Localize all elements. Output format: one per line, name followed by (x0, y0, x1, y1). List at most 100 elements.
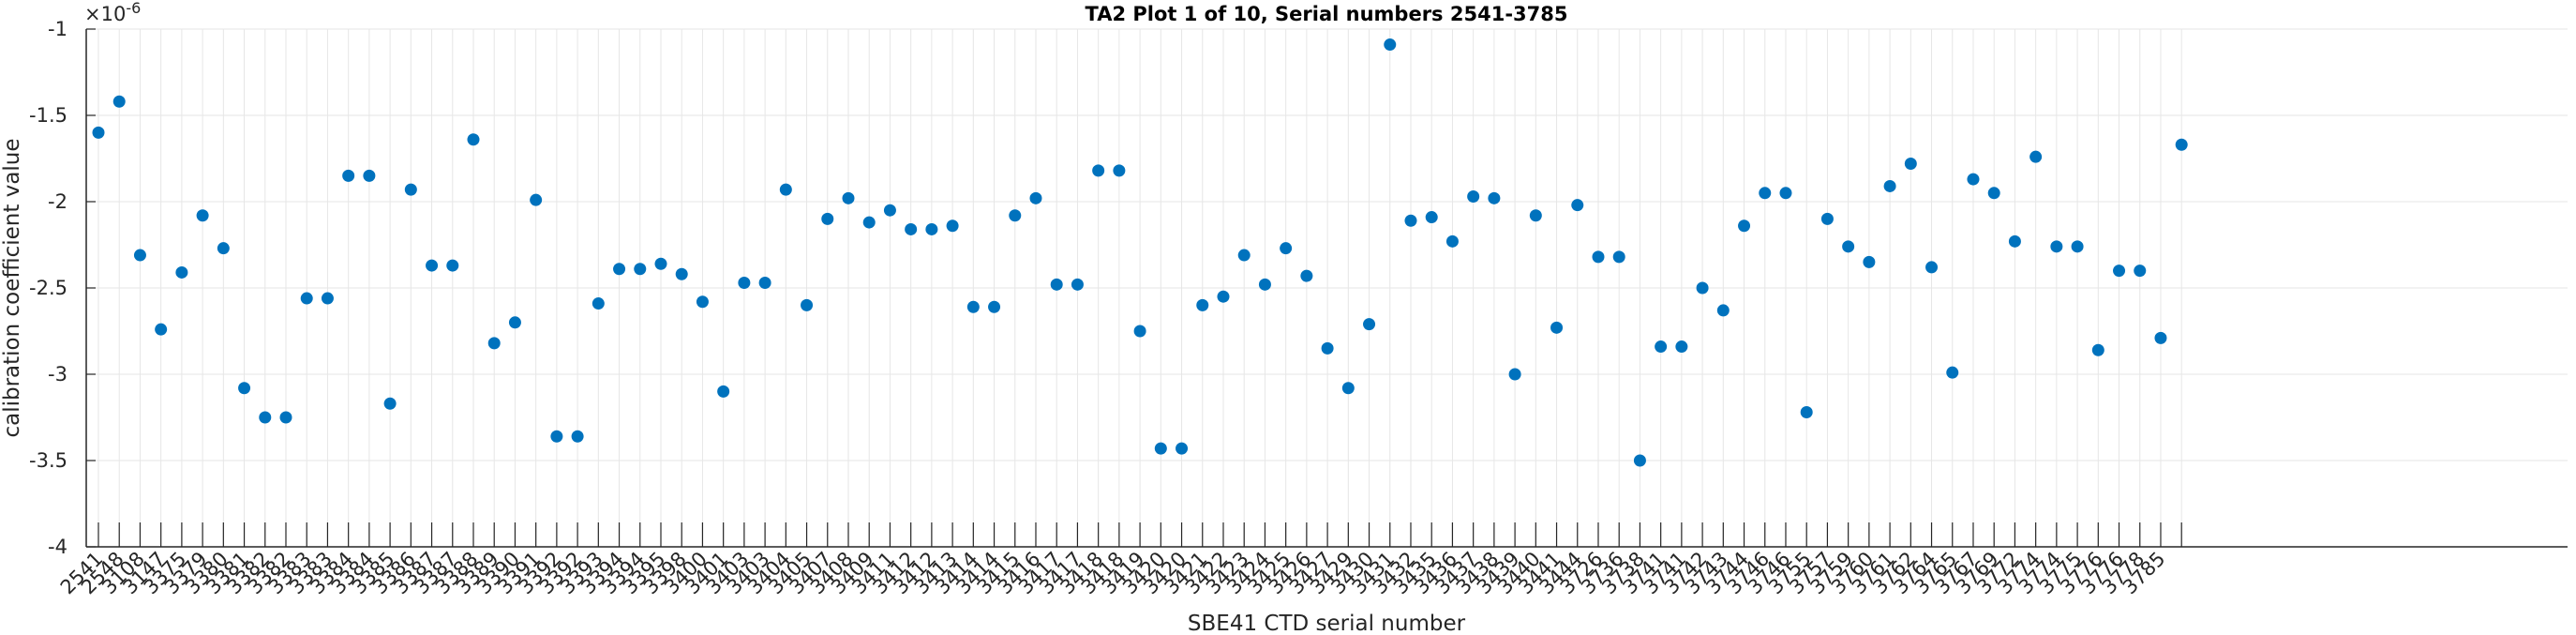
y-tick-label: -1 (48, 18, 67, 40)
y-tick-label: -2 (48, 190, 67, 213)
data-point (1529, 209, 1542, 222)
data-point (404, 183, 417, 196)
data-point (1488, 191, 1501, 204)
data-point (1967, 173, 1980, 186)
data-points (92, 38, 2188, 467)
data-point (92, 126, 105, 139)
data-point (1196, 298, 1209, 311)
data-point (155, 323, 168, 336)
data-point (1363, 318, 1376, 331)
data-point (1696, 281, 1709, 295)
data-point (1467, 189, 1480, 203)
data-point (905, 222, 918, 235)
data-point (1633, 454, 1646, 467)
data-point (383, 397, 397, 410)
x-tick-labels: 2541254831083147337533793380338133823382… (56, 548, 2170, 599)
data-point (2134, 265, 2147, 278)
data-point (467, 133, 480, 146)
data-point (842, 191, 855, 204)
data-point (321, 292, 334, 305)
data-point (112, 95, 126, 108)
data-point (1779, 187, 1792, 200)
data-point (550, 430, 563, 443)
data-point (862, 216, 876, 229)
y-exponent-power: -6 (126, 0, 141, 17)
data-point (1092, 164, 1105, 177)
data-point (1675, 340, 1688, 354)
data-point (758, 276, 771, 289)
chart-title: TA2 Plot 1 of 10, Serial numbers 2541-37… (1086, 3, 1568, 25)
data-point (426, 259, 439, 272)
data-point (1716, 304, 1730, 317)
data-point (821, 212, 834, 225)
data-point (217, 242, 230, 255)
data-point (1321, 341, 1334, 355)
data-point (675, 267, 688, 280)
data-point (1863, 255, 1876, 268)
data-point (1571, 199, 1584, 212)
data-point (988, 300, 1001, 313)
x-axis-label: SBE41 CTD serial number (1188, 612, 1466, 635)
data-point (363, 169, 376, 182)
y-tick-label: -1.5 (29, 104, 67, 127)
data-point (1341, 382, 1355, 395)
data-point (133, 249, 146, 262)
data-point (1925, 261, 1939, 274)
data-point (2154, 331, 2167, 344)
data-point (2175, 138, 2188, 151)
data-point (238, 382, 251, 395)
data-point (300, 292, 313, 305)
data-point (1946, 366, 1959, 379)
y-tick-label: -2.5 (29, 277, 67, 299)
data-point (2008, 234, 2021, 248)
data-point (946, 219, 959, 233)
data-point (1258, 278, 1271, 291)
y-tick-label: -4 (48, 536, 67, 558)
data-point (1800, 405, 1813, 418)
data-point (1592, 250, 1605, 264)
data-point (1655, 340, 1668, 354)
data-point (2091, 343, 2104, 356)
data-point (175, 265, 188, 279)
data-point (1425, 211, 1438, 224)
data-point (634, 263, 647, 276)
y-tick-labels: -4 -3.5 -3 -2.5 -2 -1.5 -1 (29, 18, 67, 558)
data-point (883, 204, 896, 217)
y-tick-label: -3 (48, 363, 67, 386)
data-point (1508, 368, 1521, 381)
data-point (1050, 278, 1063, 291)
data-point (508, 316, 521, 329)
data-point (1029, 191, 1042, 204)
data-point (696, 295, 709, 309)
data-point (1904, 158, 1917, 171)
data-point (1987, 187, 2000, 200)
data-point (717, 385, 730, 398)
data-point (1738, 219, 1751, 233)
data-point (654, 257, 667, 270)
data-point (1842, 240, 1855, 253)
grid-lines (86, 28, 2568, 548)
data-point (1217, 290, 1230, 303)
data-point (1071, 278, 1084, 291)
data-point (925, 222, 938, 235)
data-point (2113, 265, 2126, 278)
data-point (1612, 250, 1625, 264)
data-point (779, 183, 792, 196)
y-axis-label: calibration coefficient value (0, 138, 24, 437)
data-point (342, 169, 355, 182)
data-point (1237, 249, 1251, 262)
data-point (1384, 38, 1397, 52)
data-point (613, 263, 626, 276)
data-point (738, 276, 751, 289)
data-point (1280, 242, 1293, 255)
data-point (966, 300, 980, 313)
data-point (446, 259, 459, 272)
data-point (1300, 269, 1313, 282)
data-point (1176, 442, 1189, 455)
data-point (592, 297, 605, 310)
data-point (1113, 164, 1126, 177)
data-point (279, 411, 292, 424)
data-point (2029, 150, 2043, 163)
data-point (571, 430, 584, 443)
